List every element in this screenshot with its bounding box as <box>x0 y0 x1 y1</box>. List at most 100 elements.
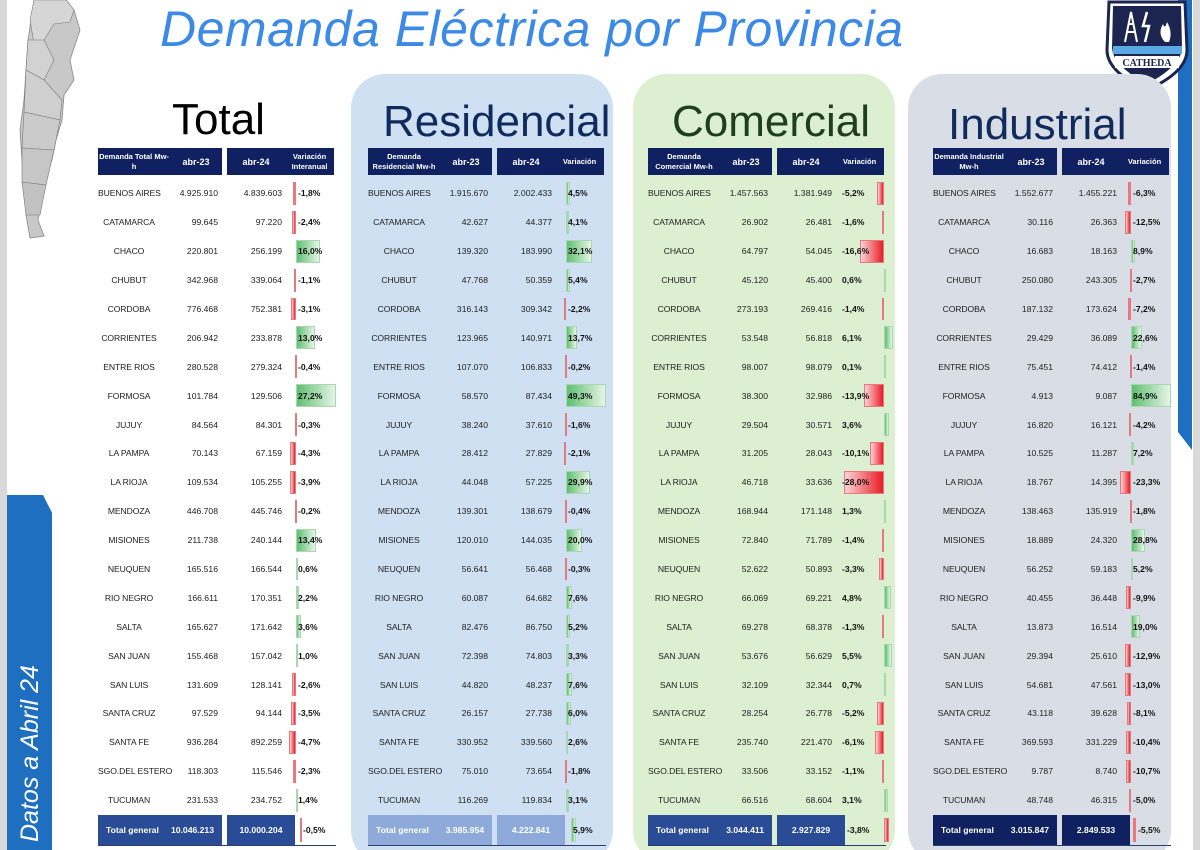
value-abr-24: 445.746 <box>250 506 282 517</box>
value-abr-23: 29.504 <box>741 419 768 430</box>
variation-cell: 6,0% <box>560 699 606 728</box>
value-abr-23: 18.767 <box>1026 477 1053 488</box>
province-name: JUJUY <box>665 419 693 430</box>
value-abr-23: 118.303 <box>187 766 218 777</box>
province-name: SAN JUAN <box>658 650 700 661</box>
table-row: ENTRE RIOS 98.007 98.079 0,1% <box>648 352 886 381</box>
variation-bar <box>1131 615 1140 639</box>
province-name: MISIONES <box>658 535 700 546</box>
col-abr-24: abr-24 <box>512 156 540 167</box>
variation-value: -1,3% <box>842 621 865 632</box>
variation-bar <box>881 210 884 234</box>
value-abr-23: 116.269 <box>457 795 488 806</box>
table-row: MISIONES 211.738 240.144 13,4% <box>98 526 336 555</box>
value-abr-23: 60.087 <box>461 592 488 603</box>
total-label: Total general <box>376 824 429 835</box>
variation-bar <box>876 702 884 725</box>
value-abr-23: 250.080 <box>1021 275 1053 286</box>
value-abr-24: 11.287 <box>1091 448 1117 459</box>
value-abr-23: 29.394 <box>1026 650 1053 661</box>
variation-value: 0,6% <box>298 564 318 575</box>
province-name: SANTA FE <box>378 737 420 748</box>
left-page-edge <box>0 0 7 850</box>
table-row: SANTA FE 936.284 892.259 -4,7% <box>98 728 336 757</box>
province-name: FORMOSA <box>107 390 151 401</box>
variation-cell: -1,8% <box>290 179 336 208</box>
table-row: NEUQUEN 165.516 166.544 0,6% <box>98 555 336 584</box>
page-title: Demanda Eléctrica por Provincia <box>160 1 904 57</box>
value-abr-24: 86.750 <box>525 621 552 632</box>
variation-bar <box>293 182 296 205</box>
value-abr-23: 342.968 <box>186 275 218 286</box>
table-row: SANTA CRUZ 28.254 26.778 -5,2% <box>648 699 886 728</box>
variation-value: 28,8% <box>1133 535 1158 546</box>
variation-cell: -9,9% <box>1125 583 1171 612</box>
variation-cell: -6,3% <box>1125 179 1171 208</box>
value-abr-24: 74.803 <box>525 650 552 661</box>
table-row: FORMOSA 38.300 32.986 -13,9% <box>648 381 886 410</box>
value-abr-23: 40.455 <box>1026 592 1053 603</box>
value-abr-23: 29.429 <box>1026 332 1053 343</box>
variation-cell: -0,2% <box>290 497 336 526</box>
variation-value: -8,1% <box>1133 708 1156 719</box>
table-bottom-rule <box>98 844 336 846</box>
variation-bar <box>884 413 890 437</box>
value-abr-24: 331.229 <box>1085 737 1117 748</box>
variation-cell: 1,4% <box>290 786 336 815</box>
variation-bar <box>1131 557 1134 581</box>
variation-value: 13,4% <box>298 535 323 546</box>
province-name: MISIONES <box>378 535 420 546</box>
variation-cell: -1,3% <box>840 612 886 641</box>
variation-bar <box>566 384 606 408</box>
variation-cell: -5,2% <box>840 699 886 728</box>
variation-value: 3,3% <box>568 650 588 661</box>
value-abr-24: 73.654 <box>525 766 552 777</box>
value-abr-23: 38.240 <box>461 419 488 430</box>
value-abr-24: 27.829 <box>525 448 552 459</box>
variation-cell: -0,3% <box>290 410 336 439</box>
province-name: NEUQUEN <box>377 564 421 575</box>
variation-bar <box>566 730 569 754</box>
table-row: CATAMARCA 99.645 97.220 -2,4% <box>98 208 336 237</box>
variation-bar <box>1124 644 1131 668</box>
variation-value: -3,5% <box>298 708 321 719</box>
variation-bar <box>290 702 296 725</box>
variation-bar <box>564 499 567 523</box>
variation-bar <box>564 442 567 465</box>
table-row: SANTA FE 330.952 339.560 2,6% <box>368 728 606 757</box>
variation-value: -9,9% <box>1133 592 1156 603</box>
table-row: SANTA FE 369.593 331.229 -10,4% <box>933 728 1171 757</box>
total-label-cell: Total general 3.015.847 <box>933 814 1057 845</box>
value-abr-24: 56.629 <box>805 650 832 661</box>
variation-cell: 6,1% <box>840 323 893 352</box>
province-name: SAN JUAN <box>108 650 150 661</box>
province-name: JUJUY <box>385 419 413 430</box>
province-name: CHUBUT <box>111 275 147 286</box>
variation-value: 2,6% <box>568 737 588 748</box>
variation-bar <box>1127 702 1131 725</box>
value-abr-23: 280.528 <box>186 361 218 372</box>
value-abr-24: 892.259 <box>250 737 282 748</box>
value-abr-24: 1.381.949 <box>793 188 832 199</box>
variation-bar <box>564 413 567 437</box>
variation-value: -2,7% <box>1133 275 1156 286</box>
variation-bar <box>1125 759 1131 783</box>
table-row: JUJUY 84.564 84.301 -0,3% <box>98 410 336 439</box>
col-label: Demanda Comercial Mw-h <box>655 152 713 171</box>
value-abr-23: 235.740 <box>736 737 768 748</box>
table-row: MENDOZA 139.301 138.679 -0,4% <box>368 497 606 526</box>
value-abr-23: 82.476 <box>461 621 488 632</box>
value-abr-24: 166.544 <box>250 564 282 575</box>
variation-bar <box>566 702 571 725</box>
province-name: SAN JUAN <box>378 650 420 661</box>
value-abr-23: 4.913 <box>1031 390 1053 401</box>
province-name: CHACO <box>948 246 980 257</box>
value-abr-23: 26.157 <box>461 708 488 719</box>
province-name: SALTA <box>666 621 692 632</box>
variation-cell: 5,2% <box>560 612 606 641</box>
date-label: Datos a Abril 24 <box>16 665 44 842</box>
table-row: SAN JUAN 155.468 157.042 1,0% <box>98 641 336 670</box>
variation-value: 1,0% <box>298 650 318 661</box>
variation-bar <box>884 644 892 668</box>
variation-cell: 32,1% <box>560 237 606 266</box>
